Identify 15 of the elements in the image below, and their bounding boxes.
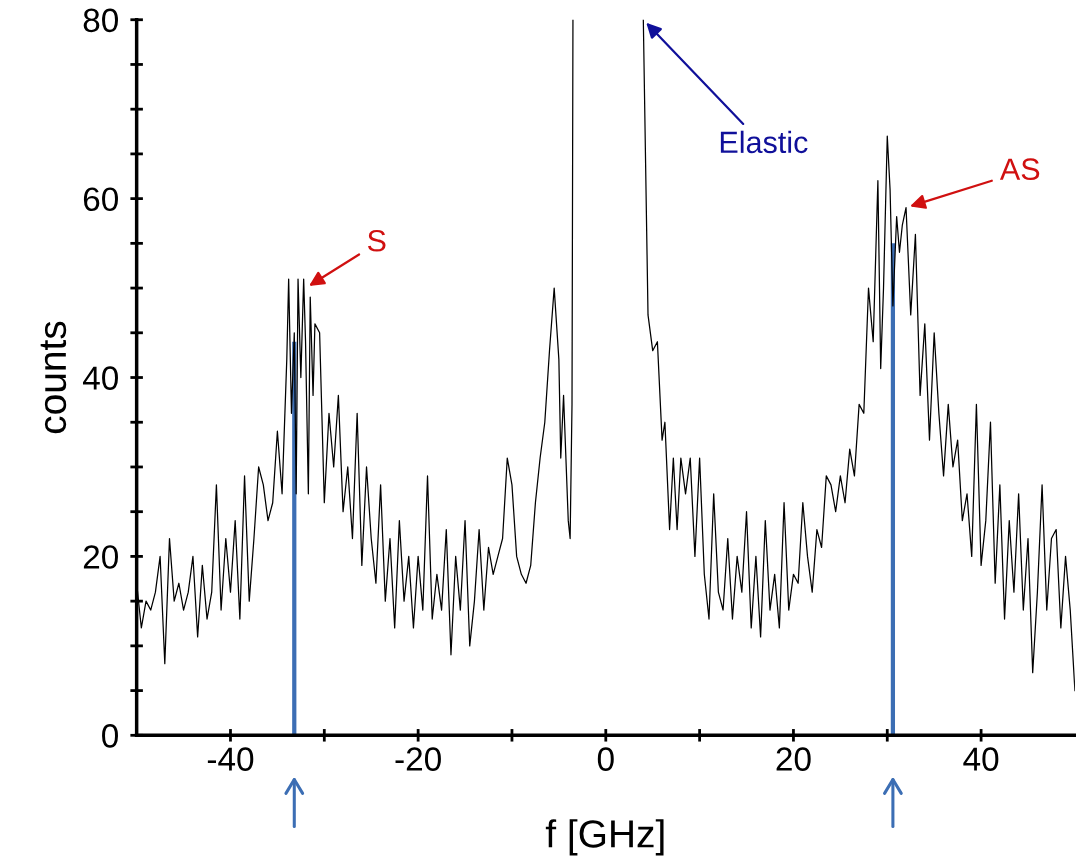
y-tick-label: 80 xyxy=(83,8,118,33)
y-tick-label: 40 xyxy=(82,366,118,390)
y-axis-title: counts xyxy=(40,321,67,434)
y-tick-label: 20 xyxy=(83,545,118,569)
annotation: Elastic xyxy=(720,130,808,154)
x-axis-title: f [GHz] xyxy=(545,819,664,856)
y-tick-label: 60 xyxy=(83,187,118,212)
y-tick-label: 0 xyxy=(102,724,118,748)
x-tick-label: 40 xyxy=(963,747,999,771)
annotation: S xyxy=(367,229,386,252)
annotation: AS xyxy=(999,158,1040,180)
x-tick-label: -40 xyxy=(207,747,254,771)
x-tick-label: 20 xyxy=(776,747,811,771)
x-tick-label: 0 xyxy=(597,747,614,771)
x-tick-label: -20 xyxy=(395,747,441,771)
